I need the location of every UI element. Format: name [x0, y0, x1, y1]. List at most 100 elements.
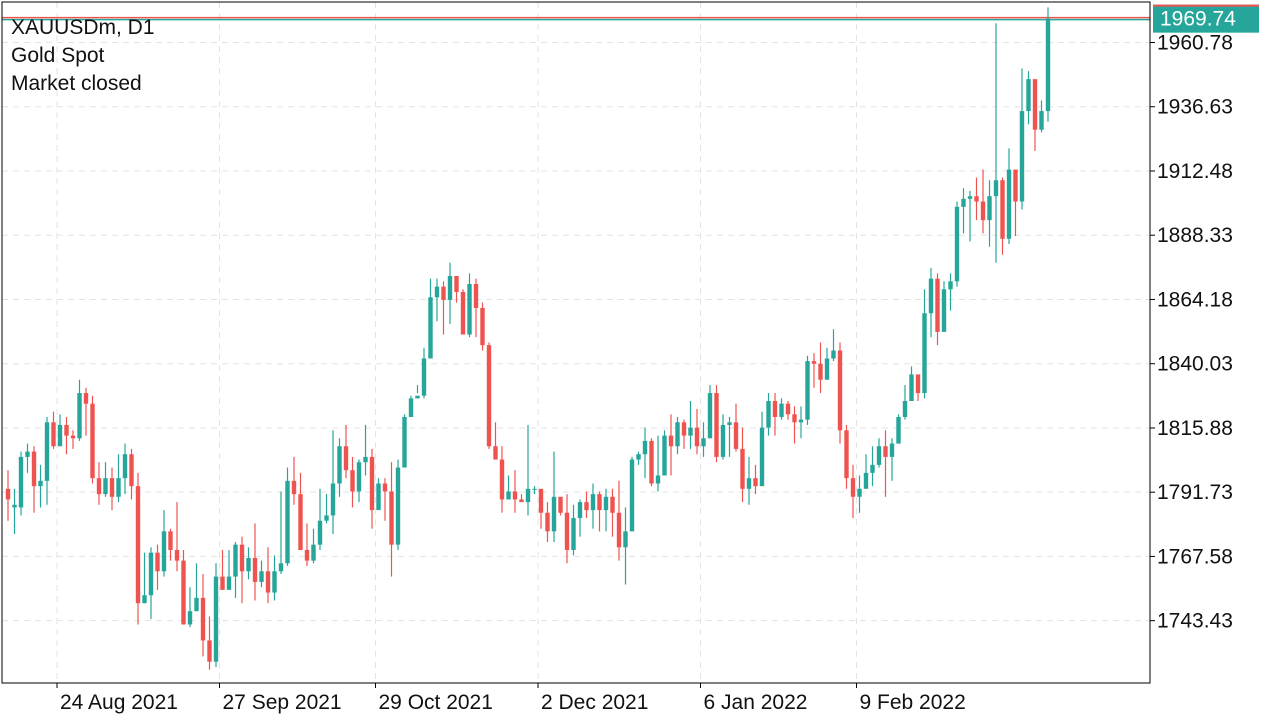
candle-body [486, 345, 492, 447]
candle [701, 422, 706, 457]
candle [148, 547, 154, 620]
candle-body [343, 446, 349, 471]
candle [863, 454, 869, 489]
candle-body [499, 459, 505, 500]
candle [304, 523, 310, 566]
y-tick-label: 1815.88 [1157, 417, 1233, 440]
candle-body [746, 478, 752, 489]
price-axis: 1743.43 1767.58 1791.73 1815.88 1840.03 1864.… [1150, 31, 1233, 633]
candle-body [935, 278, 940, 332]
candle [278, 491, 284, 574]
candle [213, 563, 219, 668]
candle-body [200, 597, 206, 641]
candle-body [974, 196, 979, 202]
candle-body [207, 640, 212, 662]
candle-body [558, 496, 563, 513]
candle [363, 424, 368, 476]
candle-body [135, 486, 141, 604]
candle [90, 395, 95, 484]
candle-body [317, 520, 323, 545]
candle-body [876, 446, 882, 465]
candle [155, 544, 160, 590]
candle [818, 342, 823, 394]
candle [675, 416, 680, 455]
candle-body [467, 283, 472, 335]
candle [753, 464, 758, 495]
candle-body [90, 403, 95, 479]
market-status: Market closed [11, 72, 142, 95]
candle-body [603, 496, 609, 511]
plot-frame [1, 1, 1151, 684]
candle [473, 278, 479, 338]
candle-body [844, 430, 849, 479]
candle-body [551, 496, 557, 532]
candle [571, 504, 576, 556]
candle [1026, 71, 1031, 125]
candle-body [798, 419, 804, 423]
candle-body [824, 358, 830, 380]
y-tick-label: 1791.73 [1157, 481, 1233, 504]
candle [311, 528, 316, 564]
candle-body [857, 488, 862, 497]
candle [577, 499, 583, 537]
candle-body [246, 557, 251, 572]
candle-body [584, 502, 589, 511]
candle [434, 278, 440, 322]
candle [31, 446, 37, 513]
candle [597, 491, 602, 532]
candle [486, 342, 492, 449]
candle-body [818, 363, 823, 380]
candle [402, 414, 407, 468]
candle-body [376, 483, 381, 511]
candle [207, 616, 212, 670]
candle-body [662, 435, 667, 476]
candle-body [1032, 79, 1038, 130]
candle-body [259, 571, 264, 582]
candle-body [753, 478, 758, 487]
candle [350, 456, 355, 508]
candle-body [291, 480, 297, 495]
candle-body [616, 512, 622, 548]
candle [376, 478, 381, 511]
candle-body [96, 478, 102, 495]
x-tick-label: 2 Dec 2021 [541, 691, 648, 714]
candle-body [311, 544, 316, 561]
candle [850, 464, 856, 519]
candle-body [941, 289, 947, 332]
candle [870, 446, 875, 487]
candle [993, 23, 999, 263]
candle [694, 409, 700, 455]
candle-body [870, 464, 875, 473]
candle [948, 273, 953, 311]
candle-body [187, 611, 193, 625]
candle [330, 430, 336, 535]
candle-body [142, 595, 147, 604]
candle [876, 438, 882, 468]
candle-body [395, 467, 401, 545]
candle [961, 188, 966, 234]
candle-body [525, 488, 531, 503]
candle [831, 329, 836, 362]
candle [883, 430, 888, 497]
candle-body [441, 286, 446, 300]
x-tick-label: 24 Aug 2021 [60, 691, 178, 714]
candle-body [213, 576, 219, 662]
candle-body [759, 427, 765, 487]
candle-body [330, 483, 336, 516]
candle-body [837, 350, 843, 431]
candle [135, 472, 141, 625]
candle [226, 549, 232, 590]
candle [844, 424, 849, 489]
candle-body [766, 401, 771, 428]
candle-body [590, 494, 596, 511]
candle-body [389, 491, 394, 545]
candle [18, 451, 24, 516]
candle [493, 422, 498, 460]
candle-body [382, 483, 388, 492]
candle [1019, 68, 1025, 210]
candle-body [915, 374, 921, 394]
candle [792, 406, 797, 444]
candle-body [610, 496, 615, 513]
candle [525, 424, 531, 516]
